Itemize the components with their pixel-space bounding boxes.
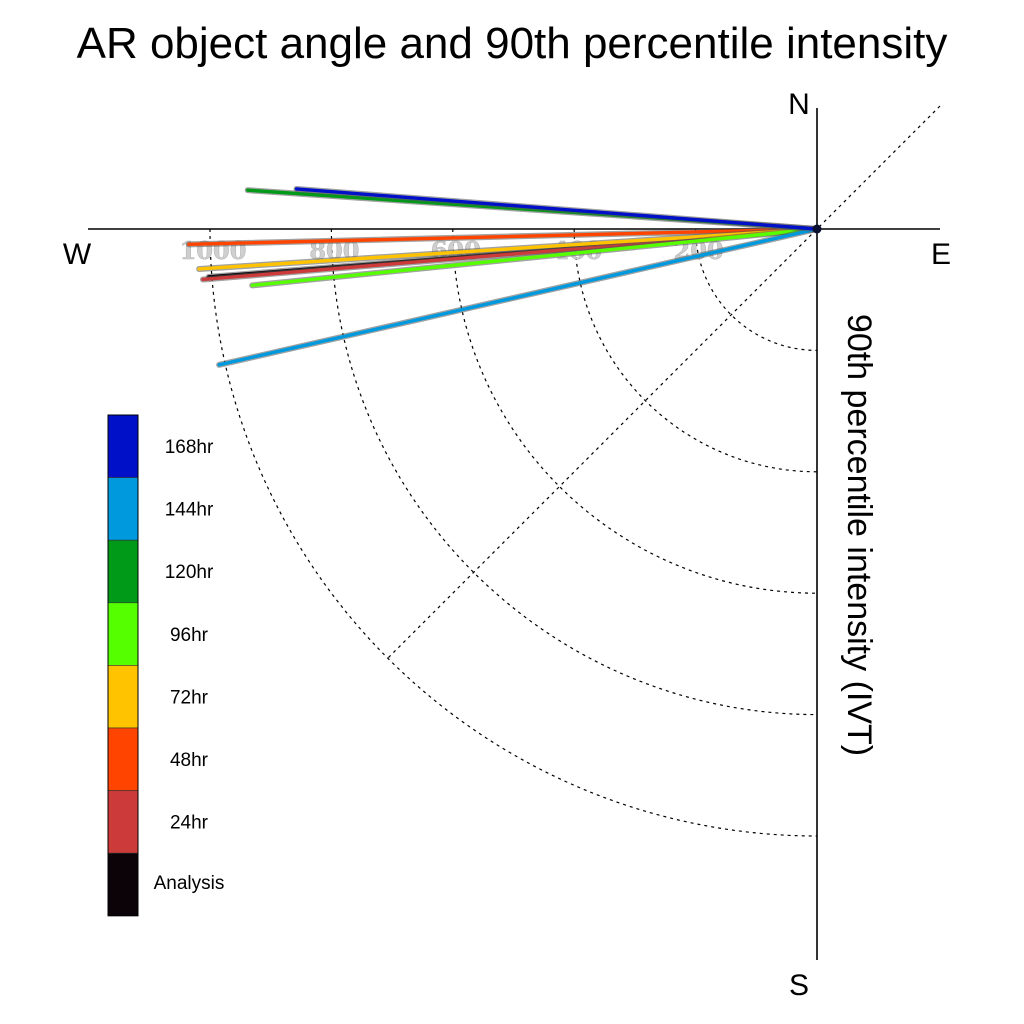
radial-axis-label: 90th percentile intensity (IVT) <box>840 314 878 756</box>
vector-144hr <box>216 226 820 368</box>
legend-border <box>107 414 139 917</box>
compass-north-label: N <box>788 88 810 121</box>
compass-south-label: S <box>789 969 809 1002</box>
legend-swatch-48hr <box>107 727 139 791</box>
legend-swatch-96hr <box>107 602 139 666</box>
vector-72hr <box>196 226 820 272</box>
legend-label-24hr: 24hr <box>170 813 209 834</box>
polar-grid <box>209 228 818 837</box>
legend-label-72hr: 72hr <box>170 687 209 708</box>
vector-168hr <box>293 185 820 232</box>
legend-swatch-analysis <box>107 852 139 917</box>
origin-point <box>812 224 822 234</box>
radial-ring-400 <box>573 228 818 473</box>
radial-ring-1000 <box>209 228 818 837</box>
chart-title: AR object angle and 90th percentile inte… <box>77 19 948 68</box>
legend-label-120hr: 120hr <box>165 562 214 583</box>
legend-label-144hr: 144hr <box>165 500 214 521</box>
legend-label-48hr: 48hr <box>170 750 209 771</box>
legend-label-96hr: 96hr <box>170 625 209 646</box>
legend-swatch-24hr <box>107 790 139 854</box>
legend-swatch-168hr <box>107 414 139 478</box>
vector-96hr <box>249 226 820 289</box>
legend-label-168hr: 168hr <box>165 437 214 458</box>
vector-48hr <box>185 226 820 248</box>
legend-swatch-144hr <box>107 477 139 541</box>
legend: 168hr 144hr 120hr 96hr 72hr 48hr 24hr Analysis <box>107 414 225 917</box>
compass-west-label: W <box>63 238 92 271</box>
legend-label-analysis: Analysis <box>154 873 225 894</box>
legend-swatch-72hr <box>107 665 139 729</box>
legend-swatch-120hr <box>107 539 139 604</box>
series-vectors <box>185 185 822 368</box>
compass-east-label: E <box>931 238 951 271</box>
radial-ring-600 <box>452 228 818 594</box>
